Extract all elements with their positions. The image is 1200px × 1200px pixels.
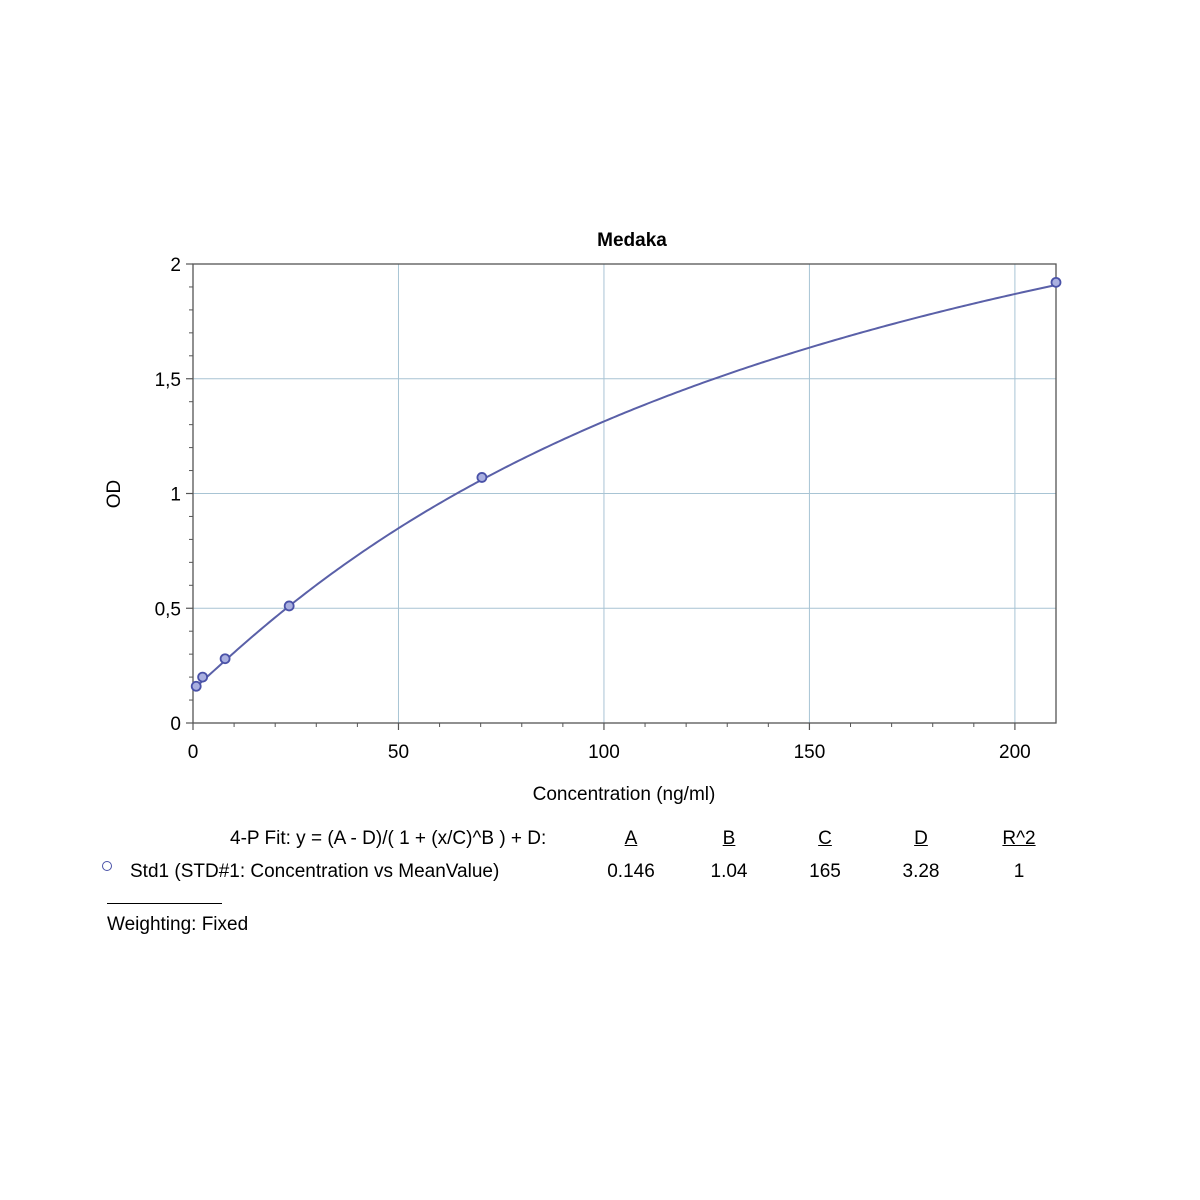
y-tick-label: 0 — [170, 714, 181, 735]
value-d: 3.28 — [902, 861, 940, 882]
fit-equation-label: 4-P Fit: y = (A - D)/( 1 + (x/C)^B ) + D… — [230, 828, 547, 849]
value-r2: 1 — [1013, 861, 1025, 882]
x-tick-label: 200 — [999, 742, 1031, 763]
fit-data-row: Std1 (STD#1: Concentration vs MeanValue)… — [98, 861, 1058, 887]
data-point — [1050, 276, 1062, 288]
fit-header-row: 4-P Fit: y = (A - D)/( 1 + (x/C)^B ) + D… — [98, 828, 1058, 854]
chart-title: Medaka — [597, 230, 667, 251]
grid-lines — [193, 264, 1056, 723]
fit-curve — [193, 284, 1057, 690]
y-tick-label: 0,5 — [155, 599, 181, 620]
header-d: D — [914, 828, 928, 849]
header-b: B — [722, 828, 736, 849]
header-r2: R^2 — [1002, 828, 1036, 849]
weighting-label: Weighting: Fixed — [107, 914, 249, 935]
fit-parameters-table: 4-P Fit: y = (A - D)/( 1 + (x/C)^B ) + D… — [98, 828, 1058, 888]
x-axis-title: Concentration (ng/ml) — [533, 784, 716, 805]
y-tick-label: 1 — [170, 485, 181, 506]
y-tick-label: 1,5 — [155, 370, 181, 391]
x-tick-label: 50 — [388, 742, 409, 763]
data-point — [219, 653, 231, 665]
axis-ticks: 0 50 100 150 200 0 0,5 1 1,5 2 — [155, 255, 1031, 763]
header-a: A — [624, 828, 638, 849]
data-points — [190, 276, 1062, 692]
x-tick-label: 150 — [794, 742, 826, 763]
data-point — [476, 472, 488, 483]
data-point — [190, 680, 202, 692]
y-axis-title: OD — [104, 480, 125, 509]
y-tick-label: 2 — [170, 255, 181, 276]
data-point — [283, 600, 295, 612]
value-c: 165 — [809, 861, 841, 882]
legend-circle-icon — [102, 861, 112, 871]
series-name: Std1 (STD#1: Concentration vs MeanValue) — [130, 861, 500, 882]
data-point — [197, 671, 209, 683]
x-tick-label: 0 — [188, 742, 199, 763]
header-c: C — [818, 828, 832, 849]
divider-line — [107, 903, 222, 904]
value-b: 1.04 — [710, 861, 748, 882]
x-tick-label: 100 — [588, 742, 620, 763]
value-a: 0.146 — [607, 861, 655, 882]
